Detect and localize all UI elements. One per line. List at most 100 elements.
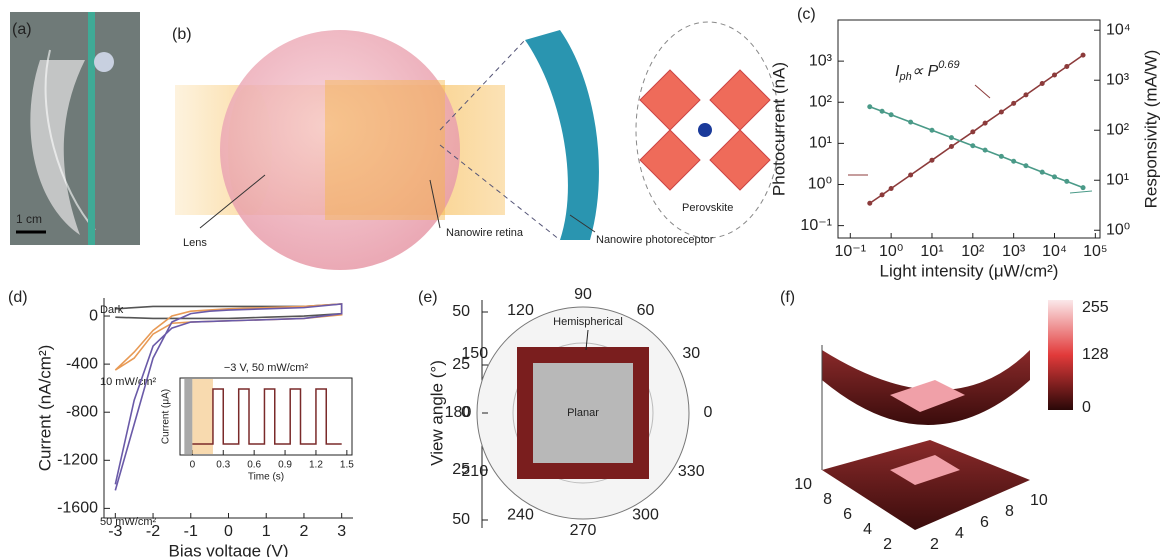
plot-frame xyxy=(838,20,1100,238)
y-axis-title: Current (nA/cm²) xyxy=(35,345,54,472)
point xyxy=(1064,179,1069,184)
point xyxy=(880,192,885,197)
y-tick-label: 50 xyxy=(452,511,470,528)
axis-label: 2 xyxy=(883,536,892,553)
y-tick-label: 10⁰ xyxy=(1106,221,1130,238)
callout: Perovskite xyxy=(682,202,733,214)
panel-label: (b) xyxy=(172,26,192,43)
shade xyxy=(184,379,192,454)
x-tick-label: 2 xyxy=(300,523,309,540)
series-line xyxy=(870,107,1083,188)
nanowire-array xyxy=(525,30,599,240)
y-tick-label: 10³ xyxy=(1106,71,1130,88)
callout: Nanowire retina xyxy=(446,227,524,239)
series-line xyxy=(192,389,341,444)
y-tick-label: -1600 xyxy=(57,500,98,517)
point xyxy=(1040,81,1045,86)
angle-label: 150 xyxy=(461,345,488,362)
scale-text: 1 cm xyxy=(16,212,42,226)
point xyxy=(929,158,934,163)
point xyxy=(970,143,975,148)
angle-label: 60 xyxy=(637,302,655,319)
y-axis-title: Current (μA) xyxy=(161,389,172,444)
point xyxy=(949,135,954,140)
panel-label: (f) xyxy=(780,289,795,306)
planar-surface xyxy=(822,440,1030,530)
point xyxy=(999,109,1004,114)
x-tick-label: 10⁰ xyxy=(879,243,903,260)
colorbar-label: 255 xyxy=(1082,299,1109,316)
x-axis-title: Bias voltage (V) xyxy=(169,541,289,557)
point xyxy=(1023,92,1028,97)
x-tick-label: 3 xyxy=(337,523,346,540)
angle-label: 30 xyxy=(682,345,700,362)
x-tick-label: 10¹ xyxy=(920,243,943,260)
point xyxy=(1052,72,1057,77)
axis-label: 10 xyxy=(1030,492,1048,509)
x-tick-label: 1 xyxy=(262,523,271,540)
colorbar-label: 128 xyxy=(1082,346,1109,363)
annotation-part: ph xyxy=(898,71,911,83)
x-axis-title: Time (s) xyxy=(248,472,284,483)
x-tick-label: 0 xyxy=(190,460,196,471)
eye-dome xyxy=(94,52,114,72)
y-tick-label: 10¹ xyxy=(809,135,832,152)
x-tick-label: 10³ xyxy=(1002,243,1026,260)
axis-label: 6 xyxy=(980,514,989,531)
angle-label: 270 xyxy=(570,522,597,539)
y-tick-label: 0 xyxy=(89,307,98,324)
x-tick-label: -1 xyxy=(184,523,198,540)
y-tick-label: 10⁰ xyxy=(808,176,832,193)
panel-label: (d) xyxy=(8,289,28,306)
axis-label: 10 xyxy=(794,476,812,493)
point xyxy=(908,173,913,178)
x-tick-label: 10⁵ xyxy=(1083,243,1107,260)
point xyxy=(880,109,885,114)
x-tick-label: 1.5 xyxy=(340,460,354,471)
photo xyxy=(10,12,140,245)
x-tick-label: 0.6 xyxy=(247,460,261,471)
y-tick-label: -800 xyxy=(66,403,98,420)
annotation-part: 0.69 xyxy=(938,59,959,71)
y-tick-label: 50 xyxy=(452,303,470,320)
point xyxy=(929,128,934,133)
angle-label: 330 xyxy=(678,463,705,480)
y-tick-label: -400 xyxy=(66,355,98,372)
annotation: Hemispherical xyxy=(553,316,623,328)
angle-label: 120 xyxy=(507,302,534,319)
y-tick-label: 10² xyxy=(809,93,833,110)
colorbar xyxy=(1048,300,1073,410)
y-tick-label: 10¹ xyxy=(1106,171,1129,188)
axis-label: 6 xyxy=(843,506,852,523)
x-tick-label: 1.2 xyxy=(309,460,323,471)
point xyxy=(1011,101,1016,106)
annotation: Planar xyxy=(567,407,599,419)
y2-axis-title: Responsivity (mA/W) xyxy=(1141,50,1160,209)
point xyxy=(867,104,872,109)
point xyxy=(1011,159,1016,164)
y-tick-label: -1200 xyxy=(57,452,98,469)
angle-label: 300 xyxy=(632,506,659,523)
angle-label: 180 xyxy=(445,404,472,421)
axis-label: 8 xyxy=(823,491,832,508)
a-site xyxy=(698,123,712,137)
x-tick-label: 0.9 xyxy=(278,460,292,471)
series-label: 50 mW/cm² xyxy=(100,516,157,528)
x-tick-label: 0.3 xyxy=(216,460,230,471)
point xyxy=(1023,163,1028,168)
figure: (a) 1 cm (b) Lens Nanowire retina Nanowi… xyxy=(0,0,1166,557)
point xyxy=(1052,174,1057,179)
point xyxy=(889,186,894,191)
shade xyxy=(192,379,213,454)
point xyxy=(1040,170,1045,175)
axis-label: 4 xyxy=(955,525,964,542)
arrow xyxy=(975,85,990,98)
axis-title: View angle (°) xyxy=(427,360,446,466)
callout: Lens xyxy=(183,237,207,249)
point xyxy=(908,120,913,125)
y-tick-label: 10³ xyxy=(809,52,833,69)
x-axis-title: Light intensity (μW/cm²) xyxy=(880,261,1059,280)
point xyxy=(1081,185,1086,190)
panel-label: (c) xyxy=(797,6,816,23)
point xyxy=(983,121,988,126)
